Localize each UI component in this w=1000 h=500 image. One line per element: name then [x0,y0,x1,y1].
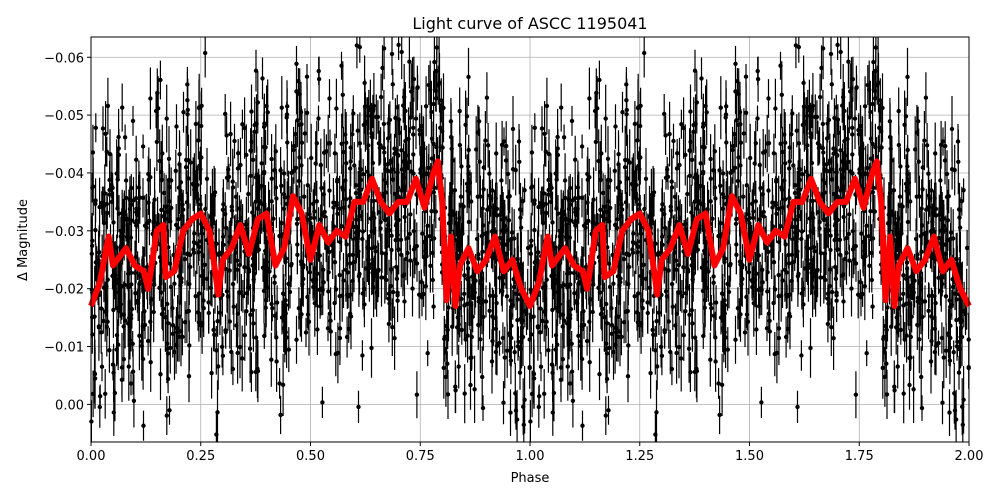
y-axis-label: Δ Magnitude [16,199,31,281]
svg-text:0.00: 0.00 [55,398,84,413]
svg-text:1.00: 1.00 [516,449,545,464]
svg-text:1.75: 1.75 [845,449,874,464]
chart-title: Light curve of ASCC 1195041 [412,14,647,33]
svg-text:2.00: 2.00 [955,449,984,464]
svg-text:0.00: 0.00 [77,449,106,464]
y-ticks: −0.06 −0.05 −0.04 −0.03 −0.02 −0.01 0.00 [44,51,91,413]
x-axis-label: Phase [511,471,550,486]
svg-text:0.50: 0.50 [296,449,325,464]
svg-text:1.25: 1.25 [625,449,654,464]
svg-text:−0.06: −0.06 [44,51,84,66]
svg-text:−0.03: −0.03 [44,225,84,240]
svg-text:0.75: 0.75 [406,449,435,464]
svg-text:−0.02: −0.02 [44,283,84,298]
svg-text:1.50: 1.50 [735,449,764,464]
svg-text:−0.05: −0.05 [44,109,84,124]
binned-curve [88,158,972,309]
svg-text:−0.01: −0.01 [44,341,84,356]
svg-text:0.25: 0.25 [186,449,215,464]
svg-text:−0.04: −0.04 [44,167,84,182]
x-ticks: 0.00 0.25 0.50 0.75 1.00 1.25 1.50 1.75 2.00 [77,442,984,464]
